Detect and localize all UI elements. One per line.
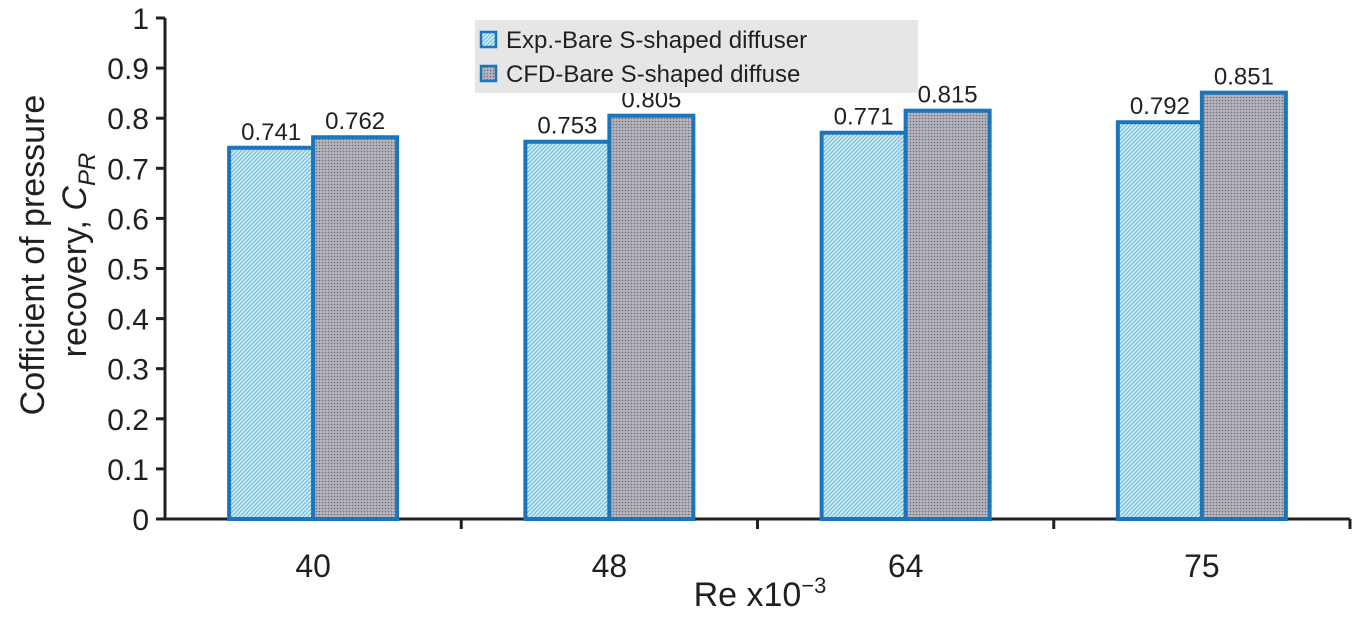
y-tick-label: 0.7 xyxy=(107,153,149,186)
x-axis-title-exponent: −3 xyxy=(801,573,826,598)
x-axis-title-base: Re x10 xyxy=(694,576,802,614)
data-label: 0.851 xyxy=(1214,64,1274,91)
data-label: 0.762 xyxy=(325,108,385,135)
y-axis-title-subscript: PR xyxy=(74,153,101,186)
bar-exp xyxy=(1115,120,1204,521)
legend-label-exp: Exp.-Bare S-shaped diffuser xyxy=(506,27,807,54)
y-axis-title: Cofficient of pressure recovery, CPR xyxy=(14,95,101,416)
legend-swatch-exp xyxy=(479,30,498,49)
y-axis-ticks: 0 0.1 0.2 0.3 0.4 0.5 0.6 0.7 0.8 0.9 1 xyxy=(107,3,165,537)
y-axis-title-symbol: C xyxy=(56,186,94,211)
bar-exp xyxy=(227,145,316,521)
data-label: 0.771 xyxy=(834,104,894,131)
x-category-label: 75 xyxy=(1184,548,1220,584)
legend-background xyxy=(475,20,918,93)
y-axis-title-prefix: recovery, xyxy=(56,211,94,358)
data-label: 0.741 xyxy=(241,119,301,146)
legend-label-cfd: CFD-Bare S-shaped diffuse xyxy=(506,61,800,88)
x-axis-title: Re x10−3 xyxy=(694,573,827,614)
x-category-label: 40 xyxy=(295,548,331,584)
y-tick-label: 0.2 xyxy=(107,404,149,437)
bar-cfd xyxy=(311,135,400,521)
y-tick-label: 0.5 xyxy=(107,254,149,287)
data-label: 0.815 xyxy=(918,82,978,109)
y-tick-label: 1 xyxy=(132,3,149,36)
data-label: 0.753 xyxy=(537,113,597,140)
x-category-label: 48 xyxy=(592,548,628,584)
bar-cfd xyxy=(903,108,992,521)
x-axis-ticks: 40 48 64 75 xyxy=(295,519,1352,584)
x-category-label: 64 xyxy=(888,548,924,584)
y-tick-label: 0 xyxy=(132,504,149,537)
bar-exp xyxy=(523,139,612,521)
legend-swatch-cfd xyxy=(479,64,498,83)
bars-group xyxy=(227,90,1288,522)
legend: Exp.-Bare S-shaped diffuser CFD-Bare S-s… xyxy=(475,20,918,93)
bar-cfd xyxy=(607,113,696,521)
y-axis-title-line2: recovery, CPR xyxy=(56,153,101,358)
y-tick-label: 0.8 xyxy=(107,103,149,136)
data-label: 0.792 xyxy=(1130,93,1190,120)
y-tick-label: 0.4 xyxy=(107,304,149,337)
y-tick-label: 0.3 xyxy=(107,354,149,387)
y-axis-title-line1: Cofficient of pressure xyxy=(14,95,52,416)
bar-cfd xyxy=(1199,90,1288,522)
y-tick-label: 0.9 xyxy=(107,53,149,86)
y-tick-label: 0.1 xyxy=(107,454,149,487)
y-tick-label: 0.6 xyxy=(107,203,149,236)
bar-exp xyxy=(819,130,908,521)
